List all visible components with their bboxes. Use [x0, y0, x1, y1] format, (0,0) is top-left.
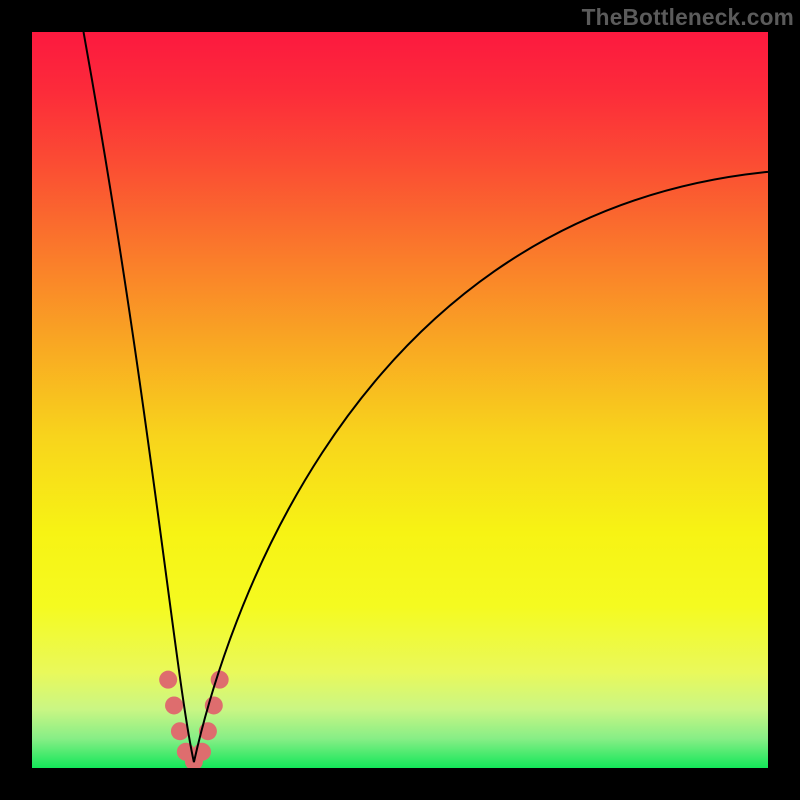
outer-frame: TheBottleneck.com: [0, 0, 800, 800]
plot-area: [32, 32, 768, 768]
markers-group: [159, 671, 229, 768]
marker-dot: [159, 671, 177, 689]
bottleneck-curve: [32, 32, 768, 768]
watermark-text: TheBottleneck.com: [582, 4, 794, 31]
marker-dot: [165, 696, 183, 714]
curve-path: [84, 32, 768, 762]
